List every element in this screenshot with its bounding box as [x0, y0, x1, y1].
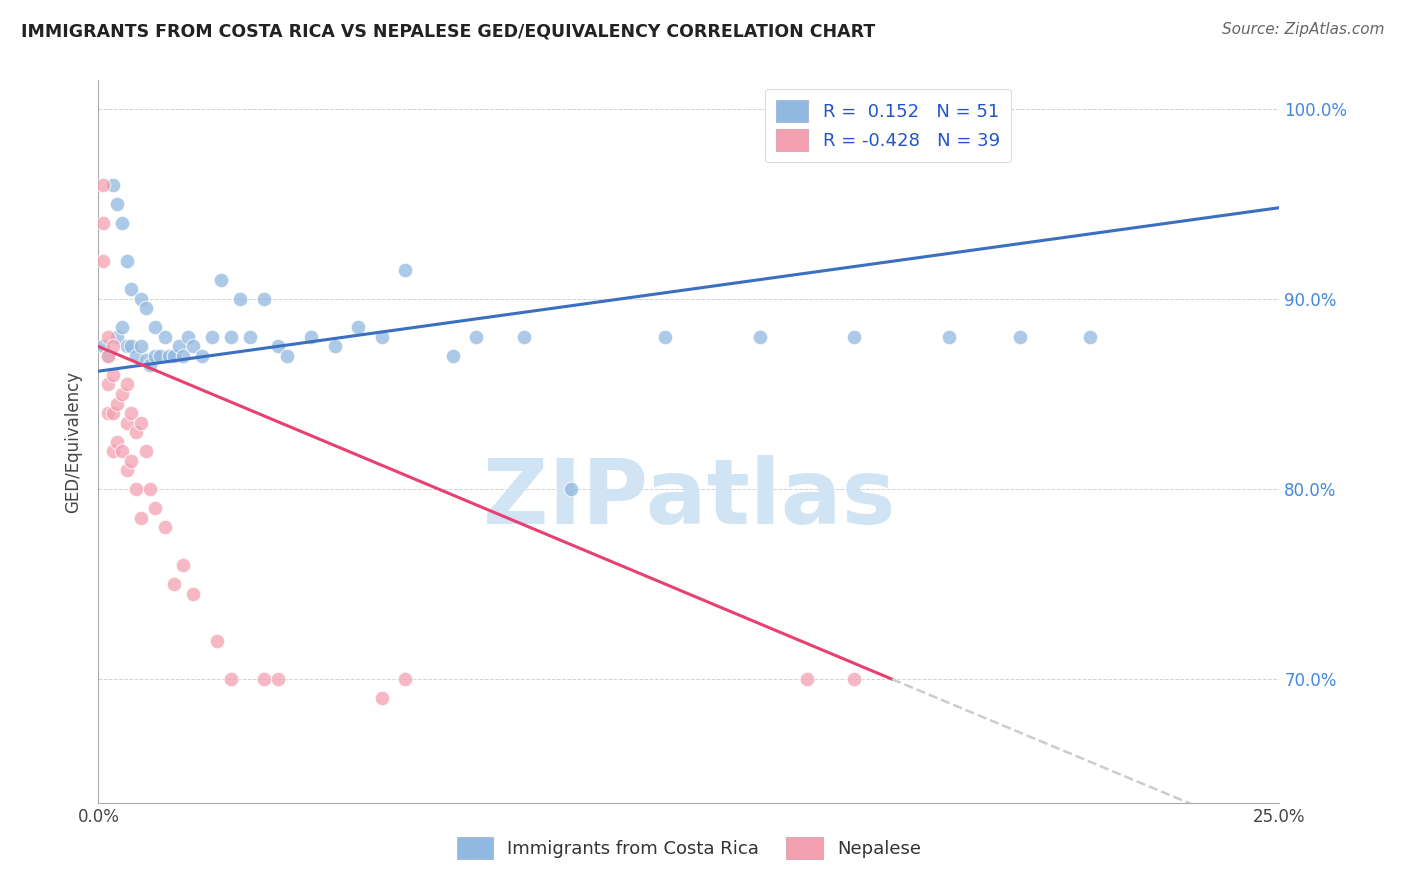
Point [143, 320, 166, 334]
Point [139, 482, 162, 496]
Point [441, 349, 464, 363]
Point [125, 425, 148, 439]
Point [181, 587, 204, 601]
Point [748, 330, 770, 344]
Point [229, 292, 252, 306]
Point [115, 339, 138, 353]
Point [111, 444, 134, 458]
Point [121, 339, 143, 353]
Point [560, 482, 582, 496]
Text: Source: ZipAtlas.com: Source: ZipAtlas.com [1222, 22, 1385, 37]
Point [111, 387, 134, 401]
Point [139, 359, 162, 373]
Point [97, 330, 120, 344]
Point [654, 330, 676, 344]
Point [347, 320, 370, 334]
Point [129, 416, 152, 430]
Point [115, 416, 138, 430]
Point [172, 558, 194, 573]
Point [135, 301, 157, 316]
Point [167, 339, 190, 353]
Point [253, 292, 276, 306]
Point [163, 349, 186, 363]
Point [191, 349, 214, 363]
Point [276, 349, 298, 363]
Point [101, 368, 124, 382]
Point [111, 320, 134, 334]
Point [219, 672, 242, 686]
Point [844, 330, 866, 344]
Point [844, 672, 866, 686]
Legend: Immigrants from Costa Rica, Nepalese: Immigrants from Costa Rica, Nepalese [450, 830, 928, 866]
Point [125, 482, 148, 496]
Point [205, 634, 228, 648]
Point [91, 178, 114, 192]
Text: IMMIGRANTS FROM COSTA RICA VS NEPALESE GED/EQUIVALENCY CORRELATION CHART: IMMIGRANTS FROM COSTA RICA VS NEPALESE G… [21, 22, 876, 40]
Point [181, 339, 204, 353]
Point [91, 339, 114, 353]
Point [91, 253, 114, 268]
Point [143, 501, 166, 516]
Point [121, 406, 143, 420]
Point [201, 330, 224, 344]
Point [97, 377, 120, 392]
Point [1008, 330, 1031, 344]
Point [101, 339, 124, 353]
Point [239, 330, 262, 344]
Point [157, 349, 180, 363]
Point [143, 349, 166, 363]
Point [101, 444, 124, 458]
Point [209, 273, 232, 287]
Point [105, 396, 128, 410]
Point [91, 216, 114, 230]
Point [105, 197, 128, 211]
Point [97, 349, 120, 363]
Point [465, 330, 488, 344]
Point [115, 377, 138, 392]
Point [129, 339, 152, 353]
Point [111, 216, 134, 230]
Point [394, 263, 416, 277]
Point [135, 352, 157, 367]
Point [163, 577, 186, 591]
Point [172, 349, 194, 363]
Point [149, 349, 172, 363]
Point [101, 406, 124, 420]
Point [267, 339, 290, 353]
Point [512, 330, 534, 344]
Point [121, 282, 143, 296]
Point [219, 330, 242, 344]
Point [323, 339, 346, 353]
Point [153, 520, 176, 534]
Point [796, 672, 818, 686]
Point [938, 330, 960, 344]
Point [125, 349, 148, 363]
Point [1080, 330, 1102, 344]
Point [105, 434, 128, 449]
Point [97, 349, 120, 363]
Point [129, 292, 152, 306]
Point [121, 453, 143, 467]
Point [177, 330, 200, 344]
Point [129, 510, 152, 524]
Point [101, 178, 124, 192]
Text: ZIPatlas: ZIPatlas [482, 455, 896, 543]
Point [267, 672, 290, 686]
Point [394, 672, 416, 686]
Point [299, 330, 322, 344]
Point [105, 330, 128, 344]
Point [253, 672, 276, 686]
Point [115, 463, 138, 477]
Y-axis label: GED/Equivalency: GED/Equivalency [65, 370, 83, 513]
Point [153, 330, 176, 344]
Point [97, 406, 120, 420]
Point [135, 444, 157, 458]
Point [115, 253, 138, 268]
Point [371, 691, 394, 706]
Point [371, 330, 394, 344]
